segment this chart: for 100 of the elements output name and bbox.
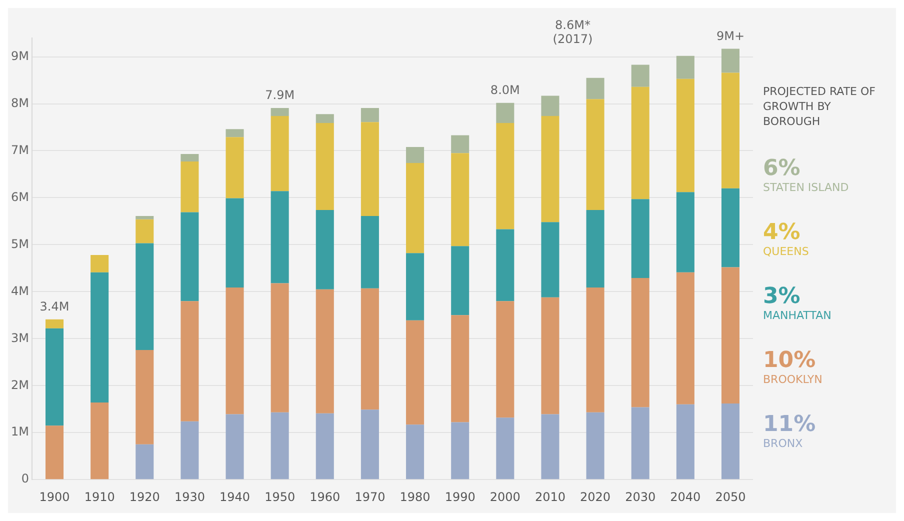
bar bbox=[496, 229, 514, 302]
bar bbox=[316, 123, 334, 210]
y-tick-label: 5M bbox=[10, 236, 29, 251]
bar bbox=[46, 319, 64, 328]
bar bbox=[541, 96, 560, 116]
x-tick-label: 2000 bbox=[490, 490, 520, 504]
bar bbox=[631, 407, 650, 480]
x-tick-label: 2020 bbox=[580, 490, 611, 504]
bar bbox=[90, 272, 109, 403]
bar bbox=[586, 99, 604, 210]
bar bbox=[46, 426, 64, 480]
bar bbox=[676, 56, 694, 79]
bar bbox=[90, 402, 109, 480]
x-tick-label: 2050 bbox=[715, 490, 746, 504]
bar bbox=[631, 278, 650, 408]
bar bbox=[406, 146, 424, 163]
bar bbox=[316, 413, 334, 480]
bar bbox=[541, 222, 560, 298]
bar bbox=[631, 199, 650, 278]
total-label: 3.4M bbox=[40, 300, 70, 314]
bar bbox=[631, 86, 650, 200]
bar bbox=[541, 414, 560, 480]
y-tick-label: 3M bbox=[10, 330, 29, 345]
x-tick-label: 1970 bbox=[354, 490, 386, 504]
text: 3% bbox=[763, 284, 802, 309]
bar bbox=[360, 122, 379, 216]
bar bbox=[270, 283, 289, 412]
x-tick-label: 2040 bbox=[670, 490, 701, 504]
x-tick-label: 1910 bbox=[84, 490, 115, 504]
bar bbox=[721, 48, 740, 73]
x-tick-label: 2030 bbox=[625, 490, 656, 504]
bar bbox=[451, 153, 470, 246]
bar bbox=[180, 301, 199, 422]
y-tick-label: 0 bbox=[21, 472, 29, 486]
x-tick-label: 1920 bbox=[129, 490, 160, 504]
bar bbox=[496, 102, 514, 124]
x-tick-label: 1930 bbox=[174, 490, 205, 504]
bar bbox=[541, 297, 560, 414]
bar bbox=[270, 191, 289, 284]
x-tick-label: 1990 bbox=[444, 490, 476, 504]
bar bbox=[180, 421, 199, 480]
bar bbox=[406, 424, 424, 480]
text: 6% bbox=[763, 156, 802, 181]
bar bbox=[360, 410, 379, 480]
text: STATEN ISLAND bbox=[763, 181, 850, 195]
bar bbox=[451, 135, 470, 154]
bar bbox=[586, 210, 604, 288]
y-tick-label: 7M bbox=[10, 142, 29, 157]
bar bbox=[496, 301, 514, 418]
bar bbox=[451, 315, 470, 422]
bar bbox=[316, 114, 334, 124]
bar bbox=[676, 404, 694, 480]
bar bbox=[721, 72, 740, 188]
y-tick-label: 9M bbox=[10, 48, 29, 63]
annotation: 8.6M* (2017) bbox=[552, 18, 593, 46]
bar bbox=[676, 192, 694, 272]
bar bbox=[316, 210, 334, 290]
text: QUEENS bbox=[763, 245, 810, 259]
bar bbox=[136, 219, 154, 244]
bar bbox=[631, 64, 650, 87]
bar bbox=[180, 154, 199, 162]
x-tick-label: 1940 bbox=[220, 490, 250, 504]
bar bbox=[90, 255, 109, 272]
total-label: 7.9M bbox=[265, 88, 295, 102]
total-label: 8.0M bbox=[490, 82, 520, 97]
text: MANHATTAN bbox=[763, 309, 832, 323]
bar bbox=[316, 289, 334, 414]
bar bbox=[226, 198, 244, 288]
bar bbox=[270, 116, 289, 192]
text: 4% bbox=[763, 220, 802, 245]
text: BROOKLYN bbox=[763, 373, 824, 387]
bar bbox=[136, 216, 154, 220]
x-tick-label: 1950 bbox=[264, 490, 296, 504]
y-tick-label: 2M bbox=[10, 378, 29, 392]
bar bbox=[180, 212, 199, 302]
bar bbox=[136, 444, 154, 480]
bar bbox=[721, 403, 740, 480]
bar bbox=[496, 123, 514, 230]
bar bbox=[586, 412, 604, 480]
bar bbox=[270, 412, 289, 480]
bar bbox=[46, 328, 64, 426]
bar bbox=[586, 78, 604, 100]
y-tick-label: 8M bbox=[10, 96, 29, 110]
bar bbox=[136, 243, 154, 350]
bar bbox=[226, 287, 244, 414]
bar bbox=[226, 137, 244, 198]
bar bbox=[406, 162, 424, 254]
bar bbox=[496, 418, 514, 480]
bar bbox=[270, 108, 289, 116]
bar bbox=[676, 272, 694, 404]
bar bbox=[180, 162, 199, 212]
x-tick-label: 1980 bbox=[400, 490, 430, 504]
y-tick-label: 1M bbox=[10, 424, 29, 439]
bar bbox=[451, 422, 470, 480]
bar bbox=[406, 320, 424, 425]
bar bbox=[586, 287, 604, 412]
bar bbox=[136, 350, 154, 444]
bar bbox=[541, 116, 560, 222]
bar bbox=[226, 129, 244, 138]
text: 10% bbox=[763, 348, 817, 373]
